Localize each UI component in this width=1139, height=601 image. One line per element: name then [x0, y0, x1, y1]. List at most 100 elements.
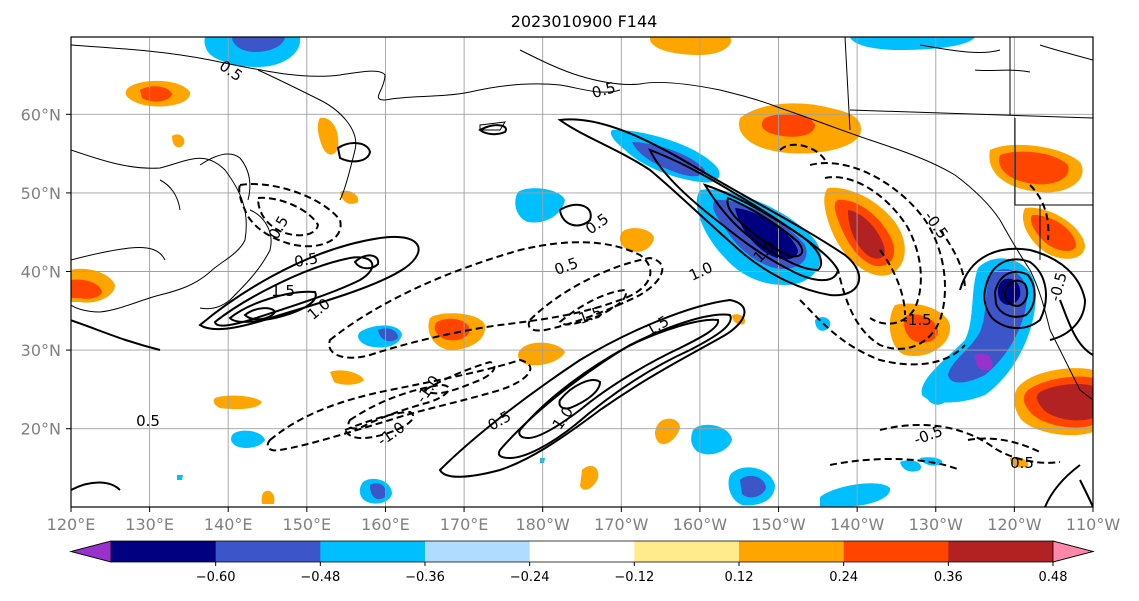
warm-anomaly — [330, 370, 364, 385]
longitude-axis: 120°E 130°E 140°E 150°E 160°E 170°E 180°W 170°W… — [47, 507, 1121, 534]
lon-tick-label: 120°W — [987, 515, 1042, 534]
colorbar-segment — [215, 541, 321, 562]
contour-label: 0.5 — [293, 249, 320, 271]
colorbar-tick-label: 0.24 — [829, 570, 858, 585]
contour-label: 0.5 — [590, 78, 618, 102]
colorbar-segment — [320, 541, 426, 562]
lat-tick-label: 20°N — [21, 420, 61, 439]
lon-tick-label: 120°E — [47, 515, 96, 534]
colorbar-tick-label: 0.36 — [934, 570, 963, 585]
contour-positive — [336, 142, 372, 163]
colorbar-segment — [425, 541, 531, 562]
colorbar-segment — [529, 541, 635, 562]
contour-negative — [824, 176, 922, 325]
lon-tick-label: 170°W — [594, 515, 649, 534]
contour-negative — [343, 410, 415, 440]
colorbar-outline — [69, 540, 1095, 563]
contour-positive — [702, 183, 823, 272]
contour-positive — [557, 118, 861, 297]
lon-tick-label: 140°W — [830, 515, 885, 534]
contour-label: 0.5 — [1010, 454, 1034, 472]
colorbar-tick-label: 0.48 — [1039, 570, 1068, 585]
contour-positive — [243, 307, 277, 321]
contour-positive — [71, 319, 161, 351]
contour-negative — [558, 288, 627, 326]
contour-negative — [879, 424, 1061, 464]
contour-negative — [423, 360, 496, 395]
cool-anomaly — [177, 475, 183, 480]
lon-tick-label: 150°W — [751, 515, 806, 534]
contour-negative — [1029, 184, 1050, 241]
cool-anomaly — [691, 424, 732, 455]
contour-positive — [558, 379, 602, 410]
contour-negative — [256, 196, 320, 237]
colorbar-segment — [948, 541, 1054, 562]
contour-positive — [353, 254, 380, 270]
lon-tick-label: 150°E — [283, 515, 332, 534]
contour-positive — [558, 203, 592, 227]
contour-positive — [1079, 479, 1093, 507]
contour-lines — [71, 118, 1093, 507]
plot-title: 2023010900 F144 — [511, 12, 658, 31]
contour-negative — [967, 437, 1041, 453]
cool-anomaly — [975, 353, 993, 371]
warm-anomaly — [649, 37, 732, 55]
colorbar-segment — [111, 541, 217, 562]
warm-anomaly — [620, 228, 654, 252]
contour-positive — [228, 290, 317, 323]
contour-negative — [829, 457, 961, 471]
colorbar-segment — [634, 541, 740, 562]
contour-negative — [328, 241, 652, 359]
cool-anomaly — [900, 460, 921, 472]
cool-anomaly — [740, 475, 766, 498]
warm-anomaly — [317, 117, 339, 155]
contour-label: -1.5 — [902, 311, 931, 329]
colorbar-extend-high — [1052, 540, 1095, 563]
contour-negative — [809, 162, 946, 350]
colorbar-tick-label: −0.48 — [300, 570, 340, 585]
warm-anomaly — [1030, 214, 1076, 251]
lat-tick-label: 50°N — [21, 184, 61, 203]
contour-positive — [959, 247, 1087, 341]
contour-label: 1.5 — [271, 282, 295, 300]
lat-tick-label: 60°N — [21, 105, 61, 124]
colorbar-extend-low — [69, 540, 112, 563]
colorbar-tick-label: −0.24 — [510, 570, 550, 585]
lat-tick-label: 40°N — [21, 263, 61, 282]
cool-anomaly — [735, 208, 798, 260]
cool-anomaly — [515, 188, 565, 223]
warm-anomaly — [761, 113, 815, 137]
warm-anomaly — [655, 418, 680, 445]
contour-positive — [648, 148, 840, 282]
lon-tick-label: 140°E — [204, 515, 253, 534]
contour-negative — [238, 183, 342, 248]
contour-positive — [993, 270, 1036, 318]
coastlines — [71, 37, 1093, 401]
contour-negative — [779, 143, 826, 161]
contour-positive — [1059, 299, 1093, 356]
lon-tick-label: 180°W — [516, 515, 571, 534]
contour-negative — [527, 256, 664, 332]
contour-positive — [478, 124, 507, 136]
contour-negative — [939, 229, 966, 291]
lon-tick-label: 130°E — [125, 515, 174, 534]
warm-anomaly — [140, 86, 172, 102]
contour-positive — [438, 298, 746, 478]
colorbar: −0.60 −0.48 −0.36 −0.24 −0.12 0.12 0.24 0.36 0.4… — [69, 540, 1095, 585]
warm-anomaly — [172, 134, 185, 148]
colorbar-tick-label: −0.36 — [405, 570, 445, 585]
cool-anomaly — [370, 483, 387, 500]
lat-tick-label: 30°N — [21, 341, 61, 360]
contour-positive — [71, 481, 121, 491]
cool-anomaly — [820, 483, 891, 507]
contour-positive — [726, 196, 804, 258]
contour-negative — [799, 299, 966, 366]
warm-anomaly — [261, 490, 275, 504]
lon-tick-label: 110°W — [1066, 515, 1121, 534]
colorbar-tick-label: 0.12 — [725, 570, 754, 585]
warm-anomaly — [999, 151, 1069, 185]
warm-anomaly — [340, 190, 359, 204]
contour-label: 0.5 — [136, 412, 160, 430]
warm-anomaly — [213, 395, 262, 410]
